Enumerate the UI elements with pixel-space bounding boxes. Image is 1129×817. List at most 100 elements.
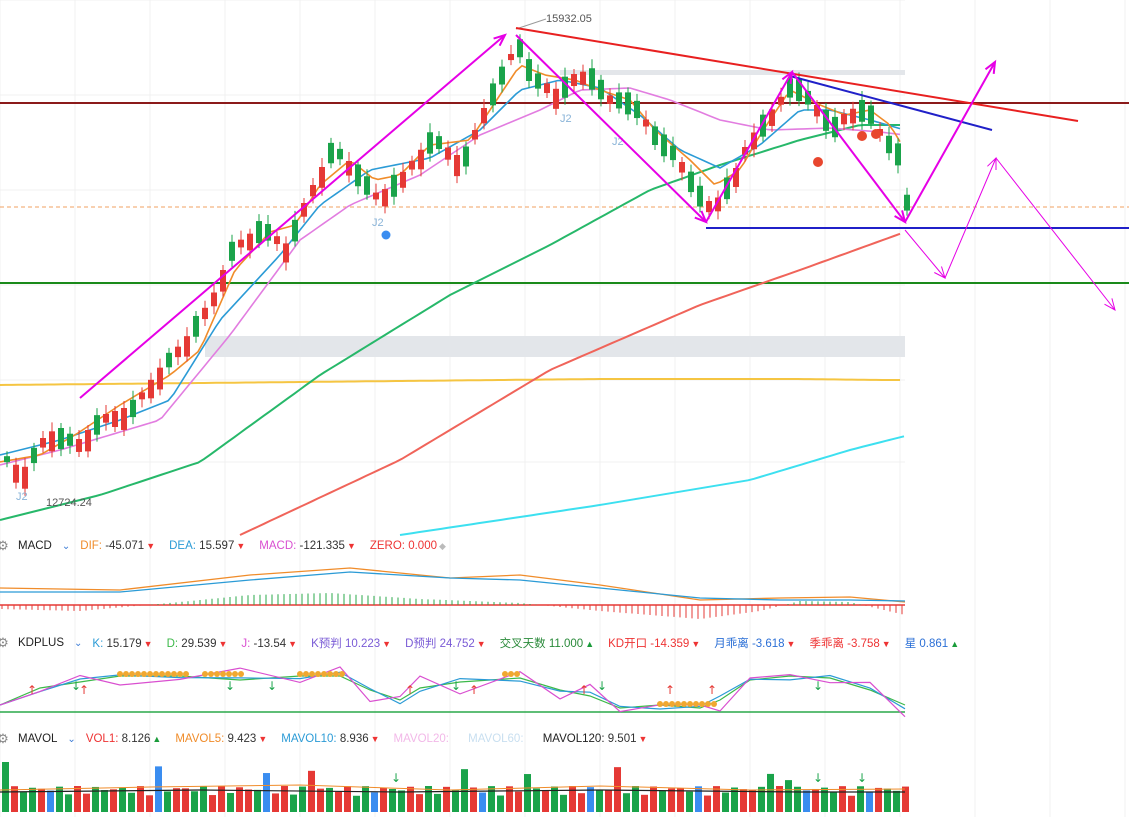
candle-down <box>616 92 622 109</box>
candle-up <box>778 96 784 105</box>
volume-bar <box>515 791 522 812</box>
chevron-down-icon[interactable]: ⌄ <box>67 733 76 745</box>
mavol-label: MAVOL5: <box>175 733 228 745</box>
volume-bar <box>2 762 9 812</box>
volume-bar <box>218 786 225 812</box>
volume-bar <box>830 792 837 812</box>
signal-dot-red <box>857 131 867 141</box>
candle-up <box>508 54 514 61</box>
volume-bar <box>551 786 558 812</box>
volume-bar <box>569 786 576 812</box>
chevron-down-icon[interactable]: ⌄ <box>61 540 71 552</box>
kdplus-item-6: KD开口 -14.359 ▼ <box>608 638 700 650</box>
volume-bar <box>506 786 513 812</box>
kd-signal-dot <box>315 671 321 677</box>
volume-bar <box>839 786 846 812</box>
volume-bar <box>821 787 828 812</box>
volume-bar <box>722 792 729 812</box>
candle-down <box>4 456 10 463</box>
candle-up <box>454 155 460 177</box>
mavol-title[interactable]: MAVOL <box>18 733 58 745</box>
arrow-icon: ▼ <box>476 639 486 649</box>
candle-down <box>229 241 235 261</box>
sell-arrow-icon: ↓ <box>597 679 607 693</box>
swing-arrow <box>904 61 996 223</box>
gear-icon[interactable]: ⚙ <box>0 635 9 650</box>
gear-icon[interactable]: ⚙ <box>0 538 9 553</box>
volume-bar <box>191 791 198 812</box>
mavol-label: MAVOL60: <box>468 733 527 745</box>
volume-bar <box>317 788 324 812</box>
kdplus-label: K预判 <box>311 638 345 650</box>
volume-bar <box>164 791 171 812</box>
buy-arrow-icon: ↑ <box>665 683 675 697</box>
arrow-icon: ▼ <box>236 541 246 551</box>
candle-up <box>22 466 28 489</box>
macd-item-0: DIF: -45.071 ▼ <box>80 540 155 552</box>
volume-bar <box>713 786 720 812</box>
swing-arrow <box>515 34 707 223</box>
volume-bar <box>641 794 648 812</box>
kd-signal-dot <box>147 671 153 677</box>
volume-bar <box>110 789 117 812</box>
kdplus-value: 15.179 <box>106 638 142 650</box>
candle-down <box>517 39 523 58</box>
kdplus-item-5: 交叉天数 11.000 ▲ <box>500 638 594 650</box>
macd-label: DEA: <box>169 540 200 552</box>
candle-down <box>805 90 811 105</box>
macd-label: DIF: <box>80 540 106 552</box>
candle-up <box>769 109 775 126</box>
kd-signal-dot <box>309 671 315 677</box>
mavol-label: MAVOL20: <box>393 733 453 745</box>
arrow-icon: ▼ <box>382 639 392 649</box>
candle-up <box>607 95 613 104</box>
arrow-icon: ▼ <box>288 639 298 649</box>
volume-bar <box>884 788 891 812</box>
kdplus-value: -3.618 <box>751 638 785 650</box>
arrow-icon: ▼ <box>143 639 153 649</box>
sell-arrow-icon: ↓ <box>813 771 823 785</box>
volume-bar <box>92 786 99 812</box>
kd-signal-dot <box>183 671 189 677</box>
macd-item-2: MACD: -121.335 ▼ <box>259 540 356 552</box>
kd-signal-dot <box>208 671 214 677</box>
swing-arrow <box>791 71 906 223</box>
candle-down <box>652 126 658 146</box>
kd-signal-dot <box>159 671 165 677</box>
macd-title[interactable]: MACD <box>18 540 52 552</box>
kdplus-header: ⚙ KDPLUS ⌄ K: 15.179 ▼ D: 29.539 ▼ J: -13.54… <box>0 632 1129 654</box>
forecast-arrow <box>944 157 997 279</box>
chevron-down-icon[interactable]: ⌄ <box>74 637 83 649</box>
mavol5-line <box>0 784 906 791</box>
candle-down <box>535 73 541 89</box>
volume-bar <box>47 790 54 812</box>
kd-signal-dot <box>220 671 226 677</box>
volume-bar <box>470 787 477 812</box>
candle-down <box>796 79 802 102</box>
kdplus-title[interactable]: KDPLUS <box>18 637 65 649</box>
volume-bar <box>740 789 747 812</box>
volume-bar <box>812 788 819 812</box>
candle-up <box>814 105 820 117</box>
sell-arrow-icon: ↓ <box>857 771 867 785</box>
kdplus-value: 29.539 <box>181 638 217 650</box>
shaded-zone <box>205 336 905 357</box>
candle-down <box>463 146 469 167</box>
candle-up <box>49 431 55 452</box>
volume-bar <box>479 792 486 812</box>
kd-signal-dot <box>321 671 327 677</box>
volume-bar <box>902 786 909 812</box>
kd-signal-dot <box>687 701 693 707</box>
sell-arrow-icon: ↓ <box>451 679 461 693</box>
kdplus-item-7: 月乖离 -3.618 ▼ <box>714 638 795 650</box>
candle-up <box>553 88 559 109</box>
candle-up <box>238 239 244 248</box>
gear-icon[interactable]: ⚙ <box>0 731 9 746</box>
candle-down <box>895 143 901 166</box>
kdplus-label: 星 <box>904 638 920 650</box>
signal-dot-red <box>871 129 881 139</box>
volume-bar <box>857 786 864 812</box>
volume-bar <box>677 788 684 812</box>
candle-up <box>571 74 577 87</box>
kdplus-label: 月乖离 <box>714 638 752 650</box>
